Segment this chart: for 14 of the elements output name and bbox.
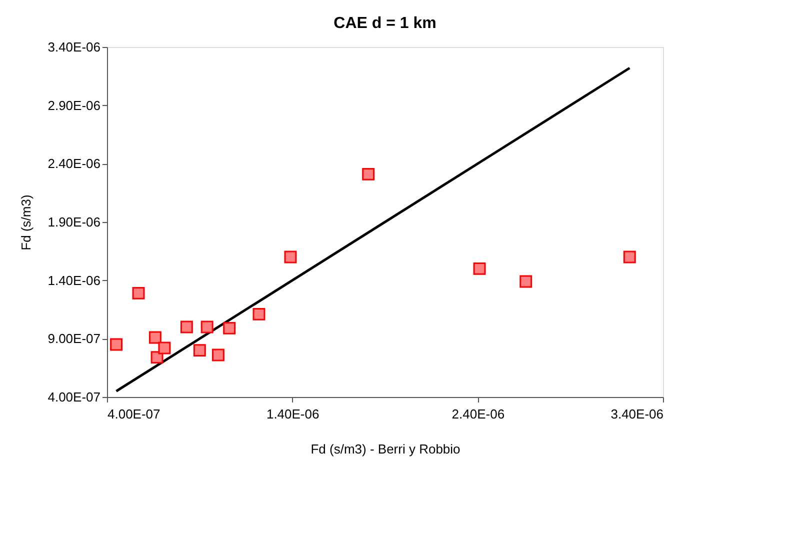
- y-tick-label: 9.00E-07: [48, 331, 100, 346]
- x-tick-label: 4.00E-07: [108, 406, 160, 422]
- y-tick-label: 2.90E-06: [48, 98, 100, 113]
- y-tick-label: 1.90E-06: [48, 214, 100, 230]
- y-tick-label: 3.40E-06: [48, 40, 100, 54]
- x-tick-label: 2.40E-06: [452, 406, 505, 422]
- y-tick-label: 1.40E-06: [48, 272, 100, 288]
- chart-title: CAE d = 1 km: [334, 15, 436, 32]
- y-axis-title: Fd (s/m3): [18, 194, 34, 250]
- x-tick-label: 3.40E-06: [610, 406, 664, 422]
- x-tick-label: 1.40E-06: [266, 406, 320, 422]
- y-tick-label: 4.00E-07: [48, 390, 100, 404]
- x-axis-title: Fd (s/m3) - Berri y Robbio: [310, 442, 460, 456]
- y-tick-label: 2.40E-06: [48, 156, 100, 172]
